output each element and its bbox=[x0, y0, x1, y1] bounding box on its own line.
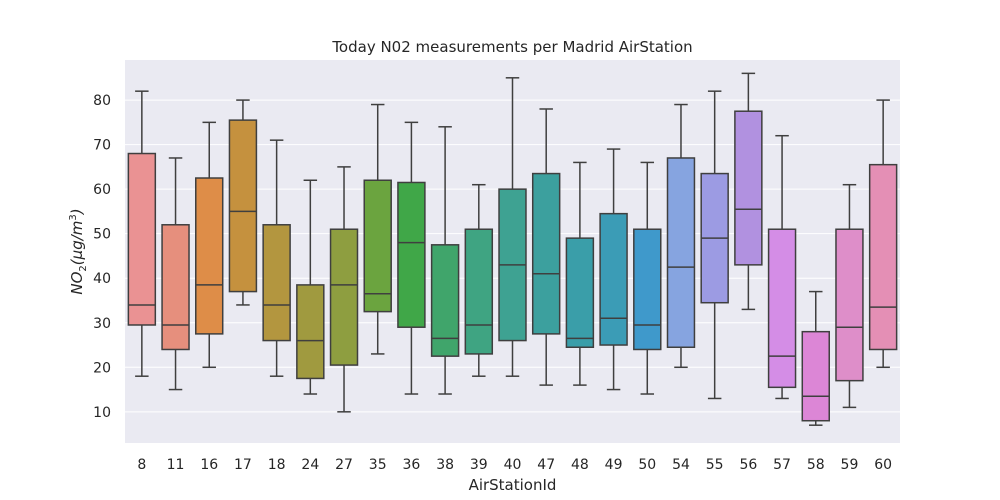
box-38 bbox=[430, 126, 460, 395]
x-tick-label: 60 bbox=[874, 457, 892, 473]
box-50 bbox=[633, 161, 662, 395]
x-tick-label: 36 bbox=[402, 457, 420, 473]
x-tick-label: 35 bbox=[369, 457, 387, 473]
y-tick-label: 50 bbox=[93, 227, 111, 243]
x-tick-label: 39 bbox=[470, 457, 488, 473]
iqr-box bbox=[161, 224, 190, 351]
box-17 bbox=[228, 99, 258, 306]
x-tick-label: 48 bbox=[571, 457, 589, 473]
iqr-box bbox=[565, 237, 595, 349]
x-tick-labels: 8 11 16 17 18 24 27 35 36 38 39 40 47 48 49 50 54 55 56 57 5… bbox=[137, 457, 892, 473]
x-tick-label: 57 bbox=[773, 457, 791, 473]
box-58 bbox=[801, 290, 830, 426]
iqr-box bbox=[633, 228, 662, 351]
y-tick-label: 20 bbox=[93, 360, 111, 376]
box-16 bbox=[195, 121, 224, 369]
box-11 bbox=[161, 157, 190, 391]
box-40 bbox=[498, 77, 527, 377]
box-55 bbox=[700, 90, 729, 400]
x-tick-label: 50 bbox=[638, 457, 656, 473]
y-tick-label: 60 bbox=[93, 182, 111, 198]
boxes-layer bbox=[127, 72, 898, 426]
box-8 bbox=[127, 90, 157, 377]
iqr-box bbox=[363, 179, 392, 313]
y-tick-label: 30 bbox=[93, 316, 111, 332]
iqr-box bbox=[329, 228, 359, 366]
y-tick-label: 10 bbox=[93, 405, 111, 421]
x-tick-label: 27 bbox=[335, 457, 353, 473]
x-tick-label: 55 bbox=[706, 457, 724, 473]
iqr-box bbox=[835, 228, 864, 382]
x-tick-label: 24 bbox=[301, 457, 319, 473]
iqr-box bbox=[531, 172, 561, 335]
iqr-box bbox=[464, 228, 494, 355]
box-47 bbox=[531, 108, 561, 386]
iqr-box bbox=[262, 224, 291, 342]
box-59 bbox=[835, 183, 864, 409]
box-56 bbox=[734, 72, 763, 311]
y-axis-label-base: NO bbox=[68, 271, 86, 294]
iqr-box bbox=[599, 212, 628, 346]
iqr-box bbox=[228, 119, 258, 293]
chart-title: Today N02 measurements per Madrid AirSta… bbox=[331, 38, 692, 56]
iqr-box bbox=[666, 157, 696, 348]
iqr-box bbox=[767, 228, 797, 389]
box-36 bbox=[397, 121, 426, 395]
box-54 bbox=[666, 103, 696, 369]
box-60 bbox=[868, 99, 898, 369]
iqr-box bbox=[430, 244, 460, 357]
x-tick-label: 17 bbox=[234, 457, 252, 473]
iqr-box bbox=[127, 152, 157, 326]
x-tick-label: 18 bbox=[268, 457, 286, 473]
box-57 bbox=[767, 134, 797, 400]
iqr-box bbox=[397, 181, 426, 328]
x-tick-label: 59 bbox=[841, 457, 859, 473]
iqr-box bbox=[296, 284, 325, 380]
y-axis-label-sub: 2 bbox=[78, 265, 89, 271]
x-tick-label: 16 bbox=[200, 457, 218, 473]
iqr-box bbox=[734, 110, 763, 266]
iqr-box bbox=[801, 330, 830, 422]
y-axis-label: NO2(μg/m3) bbox=[68, 208, 89, 294]
box-49 bbox=[599, 148, 628, 391]
box-24 bbox=[296, 179, 325, 395]
iqr-box bbox=[195, 177, 224, 335]
box-18 bbox=[262, 139, 291, 377]
y-tick-label: 80 bbox=[93, 93, 111, 109]
x-tick-label: 40 bbox=[504, 457, 522, 473]
iqr-box bbox=[868, 163, 898, 351]
box-35 bbox=[363, 103, 392, 355]
x-tick-label: 38 bbox=[436, 457, 454, 473]
x-tick-label: 56 bbox=[739, 457, 757, 473]
x-tick-label: 11 bbox=[167, 457, 185, 473]
box-48 bbox=[565, 161, 595, 386]
y-axis-label-sup: 3 bbox=[68, 214, 79, 220]
x-axis-label: AirStationId bbox=[469, 476, 557, 494]
x-tick-label: 8 bbox=[137, 457, 146, 473]
y-tick-label: 40 bbox=[93, 271, 111, 287]
box-39 bbox=[464, 183, 494, 377]
x-tick-label: 54 bbox=[672, 457, 690, 473]
y-axis-label-close: ) bbox=[68, 208, 86, 215]
y-tick-labels: 10 20 30 40 50 60 70 80 bbox=[93, 93, 111, 421]
x-tick-label: 58 bbox=[807, 457, 825, 473]
x-tick-label: 49 bbox=[605, 457, 623, 473]
y-axis-label-rest: (μg/m bbox=[68, 221, 86, 266]
box-27 bbox=[329, 166, 359, 413]
y-tick-label: 70 bbox=[93, 138, 111, 154]
x-tick-label: 47 bbox=[537, 457, 555, 473]
